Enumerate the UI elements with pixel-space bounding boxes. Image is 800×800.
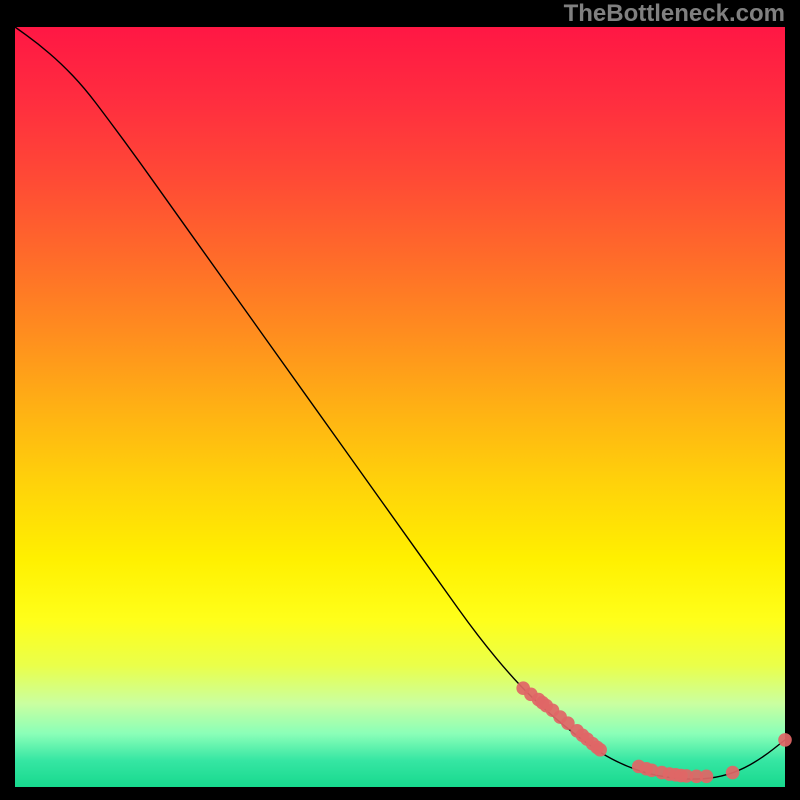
plot-background bbox=[15, 27, 785, 787]
marker-dot bbox=[593, 743, 607, 757]
chart-svg bbox=[0, 0, 800, 800]
watermark-text: TheBottleneck.com bbox=[564, 0, 785, 28]
marker-dot bbox=[726, 766, 740, 780]
marker-dot bbox=[778, 733, 792, 747]
bottleneck-chart: TheBottleneck.com bbox=[0, 0, 800, 800]
marker-dot bbox=[700, 770, 714, 784]
